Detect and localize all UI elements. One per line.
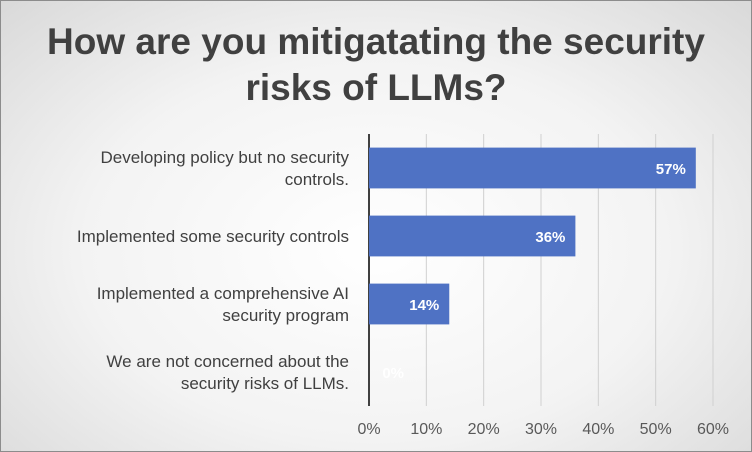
category-label: Developing policy but no security control… [100,148,349,189]
data-label: 57% [656,161,686,178]
bar [369,147,696,189]
data-label: 14% [409,297,439,314]
x-tick-label: 30% [525,421,557,438]
x-tick-label: 60% [697,421,729,438]
data-label: 36% [535,229,565,246]
x-tick-label: 20% [468,421,500,438]
x-tick-label: 40% [582,421,614,438]
data-label: 0% [382,365,404,382]
x-tick-label: 0% [357,421,380,438]
chart-title: How are you mitigatating the security ri… [47,21,705,108]
category-label: Implemented some security controls [77,227,349,246]
category-label: We are not concerned about the security r… [106,352,349,393]
x-tick-label: 10% [410,421,442,438]
x-tick-label: 50% [640,421,672,438]
category-label: Implemented a comprehensive AI security p… [97,284,349,325]
bar [369,215,576,257]
bar [369,283,450,325]
